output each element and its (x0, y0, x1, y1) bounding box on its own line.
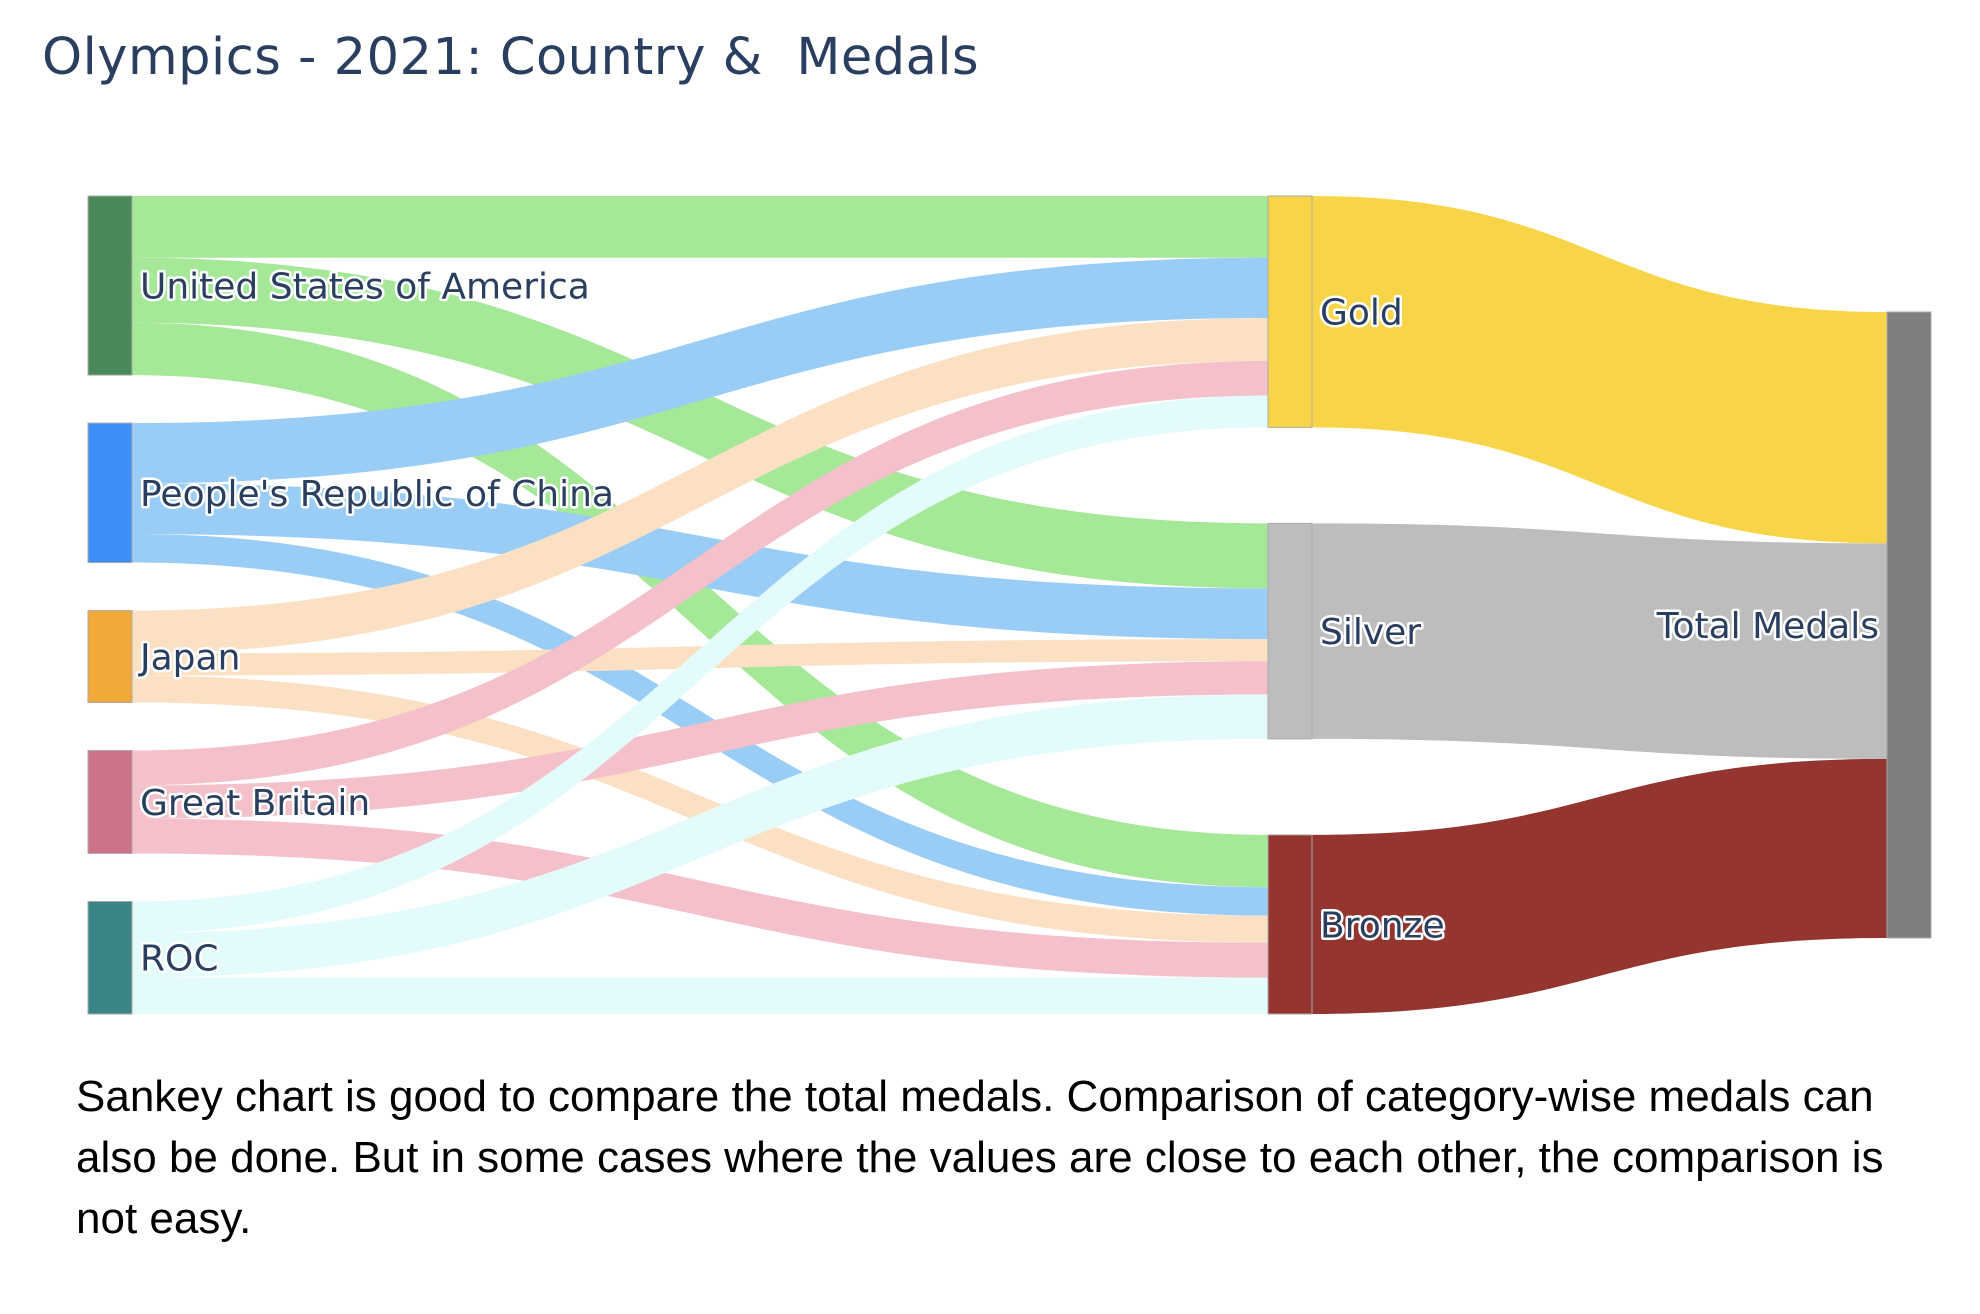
labels-layer: United States of America People's Republi… (136, 264, 1882, 982)
link-usa-bronze[interactable] (132, 322, 1268, 888)
node-label-gb: Great Britain (140, 783, 370, 824)
node-total[interactable] (1886, 311, 1932, 939)
link-japan-bronze[interactable] (132, 675, 1268, 943)
node-roc[interactable] (87, 900, 133, 1015)
link-roc-gold[interactable] (132, 395, 1268, 934)
node-label-total: Total Medals (1656, 606, 1879, 647)
links-layer (132, 196, 1887, 1014)
node-japan[interactable] (87, 610, 133, 703)
chart-title: Olympics - 2021: Country & Medals (42, 28, 980, 87)
link-gold-total[interactable] (1312, 196, 1887, 544)
node-silver[interactable] (1267, 522, 1313, 740)
caption-text: Sankey chart is good to compare the tota… (76, 1072, 1884, 1243)
link-usa-gold[interactable] (132, 196, 1268, 258)
node-china[interactable] (87, 422, 133, 564)
node-label-bronze: Bronze (1320, 905, 1445, 946)
node-label-japan: Japan (138, 638, 240, 679)
link-roc-bronze[interactable] (132, 977, 1268, 1014)
node-label-usa: United States of America (140, 267, 590, 308)
node-label-silver: Silver (1320, 612, 1421, 653)
link-bronze-total[interactable] (1312, 758, 1887, 1014)
node-label-roc: ROC (140, 939, 219, 980)
link-roc-silver[interactable] (132, 694, 1268, 978)
link-gb-silver[interactable] (132, 661, 1268, 819)
node-label-china: People's Republic of China (140, 474, 614, 515)
node-gb[interactable] (87, 749, 133, 854)
node-gold[interactable] (1267, 195, 1313, 428)
link-usa-silver[interactable] (132, 257, 1268, 589)
node-usa[interactable] (87, 195, 133, 376)
link-silver-total[interactable] (1312, 523, 1887, 759)
link-japan-gold[interactable] (132, 318, 1268, 654)
nodes-layer (87, 195, 1932, 1015)
sankey-chart: United States of America People's Republi… (87, 195, 1932, 1015)
link-gb-gold[interactable] (132, 360, 1268, 786)
node-bronze[interactable] (1267, 834, 1313, 1015)
link-china-gold[interactable] (132, 257, 1268, 484)
node-label-gold: Gold (1320, 293, 1403, 334)
